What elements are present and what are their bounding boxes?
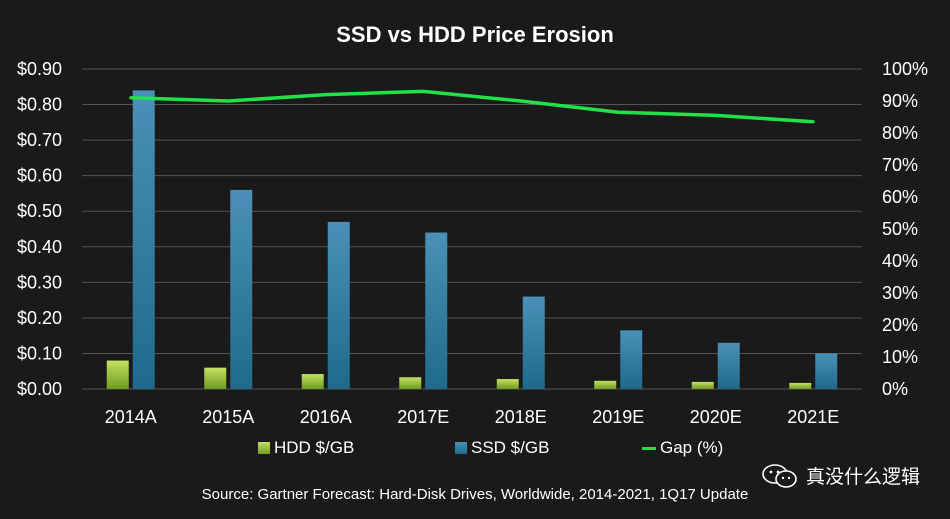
point-gap <box>519 99 523 103</box>
bar-ssd <box>327 221 350 389</box>
bar-hdd <box>301 374 324 389</box>
y-left-tick-label: $0.10 <box>17 343 62 363</box>
watermark-text: 真没什么逻辑 <box>805 466 920 488</box>
source-note: Source: Gartner Forecast: Hard-Disk Driv… <box>201 486 749 503</box>
x-tick-label: 2020E <box>690 407 742 427</box>
x-tick-label: 2017E <box>397 407 449 427</box>
bar-hdd <box>496 379 519 389</box>
bar-hdd <box>789 382 812 389</box>
legend-swatch-ssd <box>455 442 467 454</box>
bar-ssd <box>620 330 643 389</box>
bar-ssd <box>717 342 740 389</box>
y-left-tick-label: $0.80 <box>17 95 62 115</box>
bar-hdd <box>399 377 422 389</box>
point-gap <box>324 93 328 97</box>
x-tick-label: 2019E <box>592 407 644 427</box>
legend-swatch-gap <box>642 446 656 450</box>
wechat-icon <box>762 463 797 488</box>
bar-ssd <box>230 189 253 389</box>
legend-label-hdd: HDD $/GB <box>274 438 355 457</box>
y-left-tick-label: $0.70 <box>17 130 62 150</box>
bar-ssd <box>522 296 545 389</box>
y-right-tick-label: 90% <box>882 91 918 111</box>
watermark: 真没什么逻辑 <box>760 462 920 489</box>
legend-label-gap: Gap (%) <box>660 438 724 457</box>
legend-item-gap: Gap (%) <box>642 438 723 458</box>
y-left-tick-label: $0.90 <box>17 59 62 79</box>
y-left-tick-label: $0.50 <box>17 201 62 221</box>
y-right-tick-label: 50% <box>882 219 918 239</box>
y-left-tick-label: $0.00 <box>17 379 62 399</box>
y-right-tick-label: 30% <box>882 283 918 303</box>
point-gap <box>811 120 815 124</box>
line-gap <box>130 89 814 124</box>
y-right-tick-label: 0% <box>882 379 908 399</box>
y-left-tick-label: $0.60 <box>17 166 62 186</box>
y-right-tick-label: 10% <box>882 347 918 367</box>
x-tick-label: 2014A <box>105 407 157 427</box>
point-gap <box>129 96 133 100</box>
chart-title: SSD vs HDD Price Erosion <box>336 22 614 47</box>
legend-item-hdd: HDD $/GB <box>258 438 354 458</box>
legend-label-ssd: SSD $/GB <box>471 438 550 457</box>
legend-item-ssd: SSD $/GB <box>455 438 549 458</box>
y-right-tick-label: 20% <box>882 315 918 335</box>
bar-ssd <box>815 353 838 389</box>
bar-hdd <box>106 360 129 389</box>
bar-ssd <box>425 232 448 389</box>
legend-swatch-hdd <box>258 442 270 454</box>
point-gap <box>226 99 230 103</box>
y-left-tick-label: $0.20 <box>17 308 62 328</box>
chart-legend: HDD $/GB SSD $/GB Gap (%) <box>0 438 950 462</box>
bar-hdd <box>691 381 714 389</box>
y-right-tick-label: 70% <box>882 155 918 175</box>
y-left-tick-label: $0.40 <box>17 237 62 257</box>
bar-hdd <box>204 367 227 389</box>
y-right-tick-label: 100% <box>882 59 928 79</box>
x-tick-label: 2018E <box>495 407 547 427</box>
bar-hdd <box>594 380 617 389</box>
point-gap <box>616 110 620 114</box>
y-left-tick-label: $0.30 <box>17 272 62 292</box>
x-tick-label: 2021E <box>787 407 839 427</box>
y-right-tick-label: 80% <box>882 123 918 143</box>
point-gap <box>421 89 425 93</box>
x-tick-label: 2015A <box>202 407 254 427</box>
y-right-tick-label: 60% <box>882 187 918 207</box>
x-tick-label: 2016A <box>300 407 352 427</box>
bar-ssd <box>132 90 155 389</box>
point-gap <box>714 113 718 117</box>
y-right-tick-label: 40% <box>882 251 918 271</box>
